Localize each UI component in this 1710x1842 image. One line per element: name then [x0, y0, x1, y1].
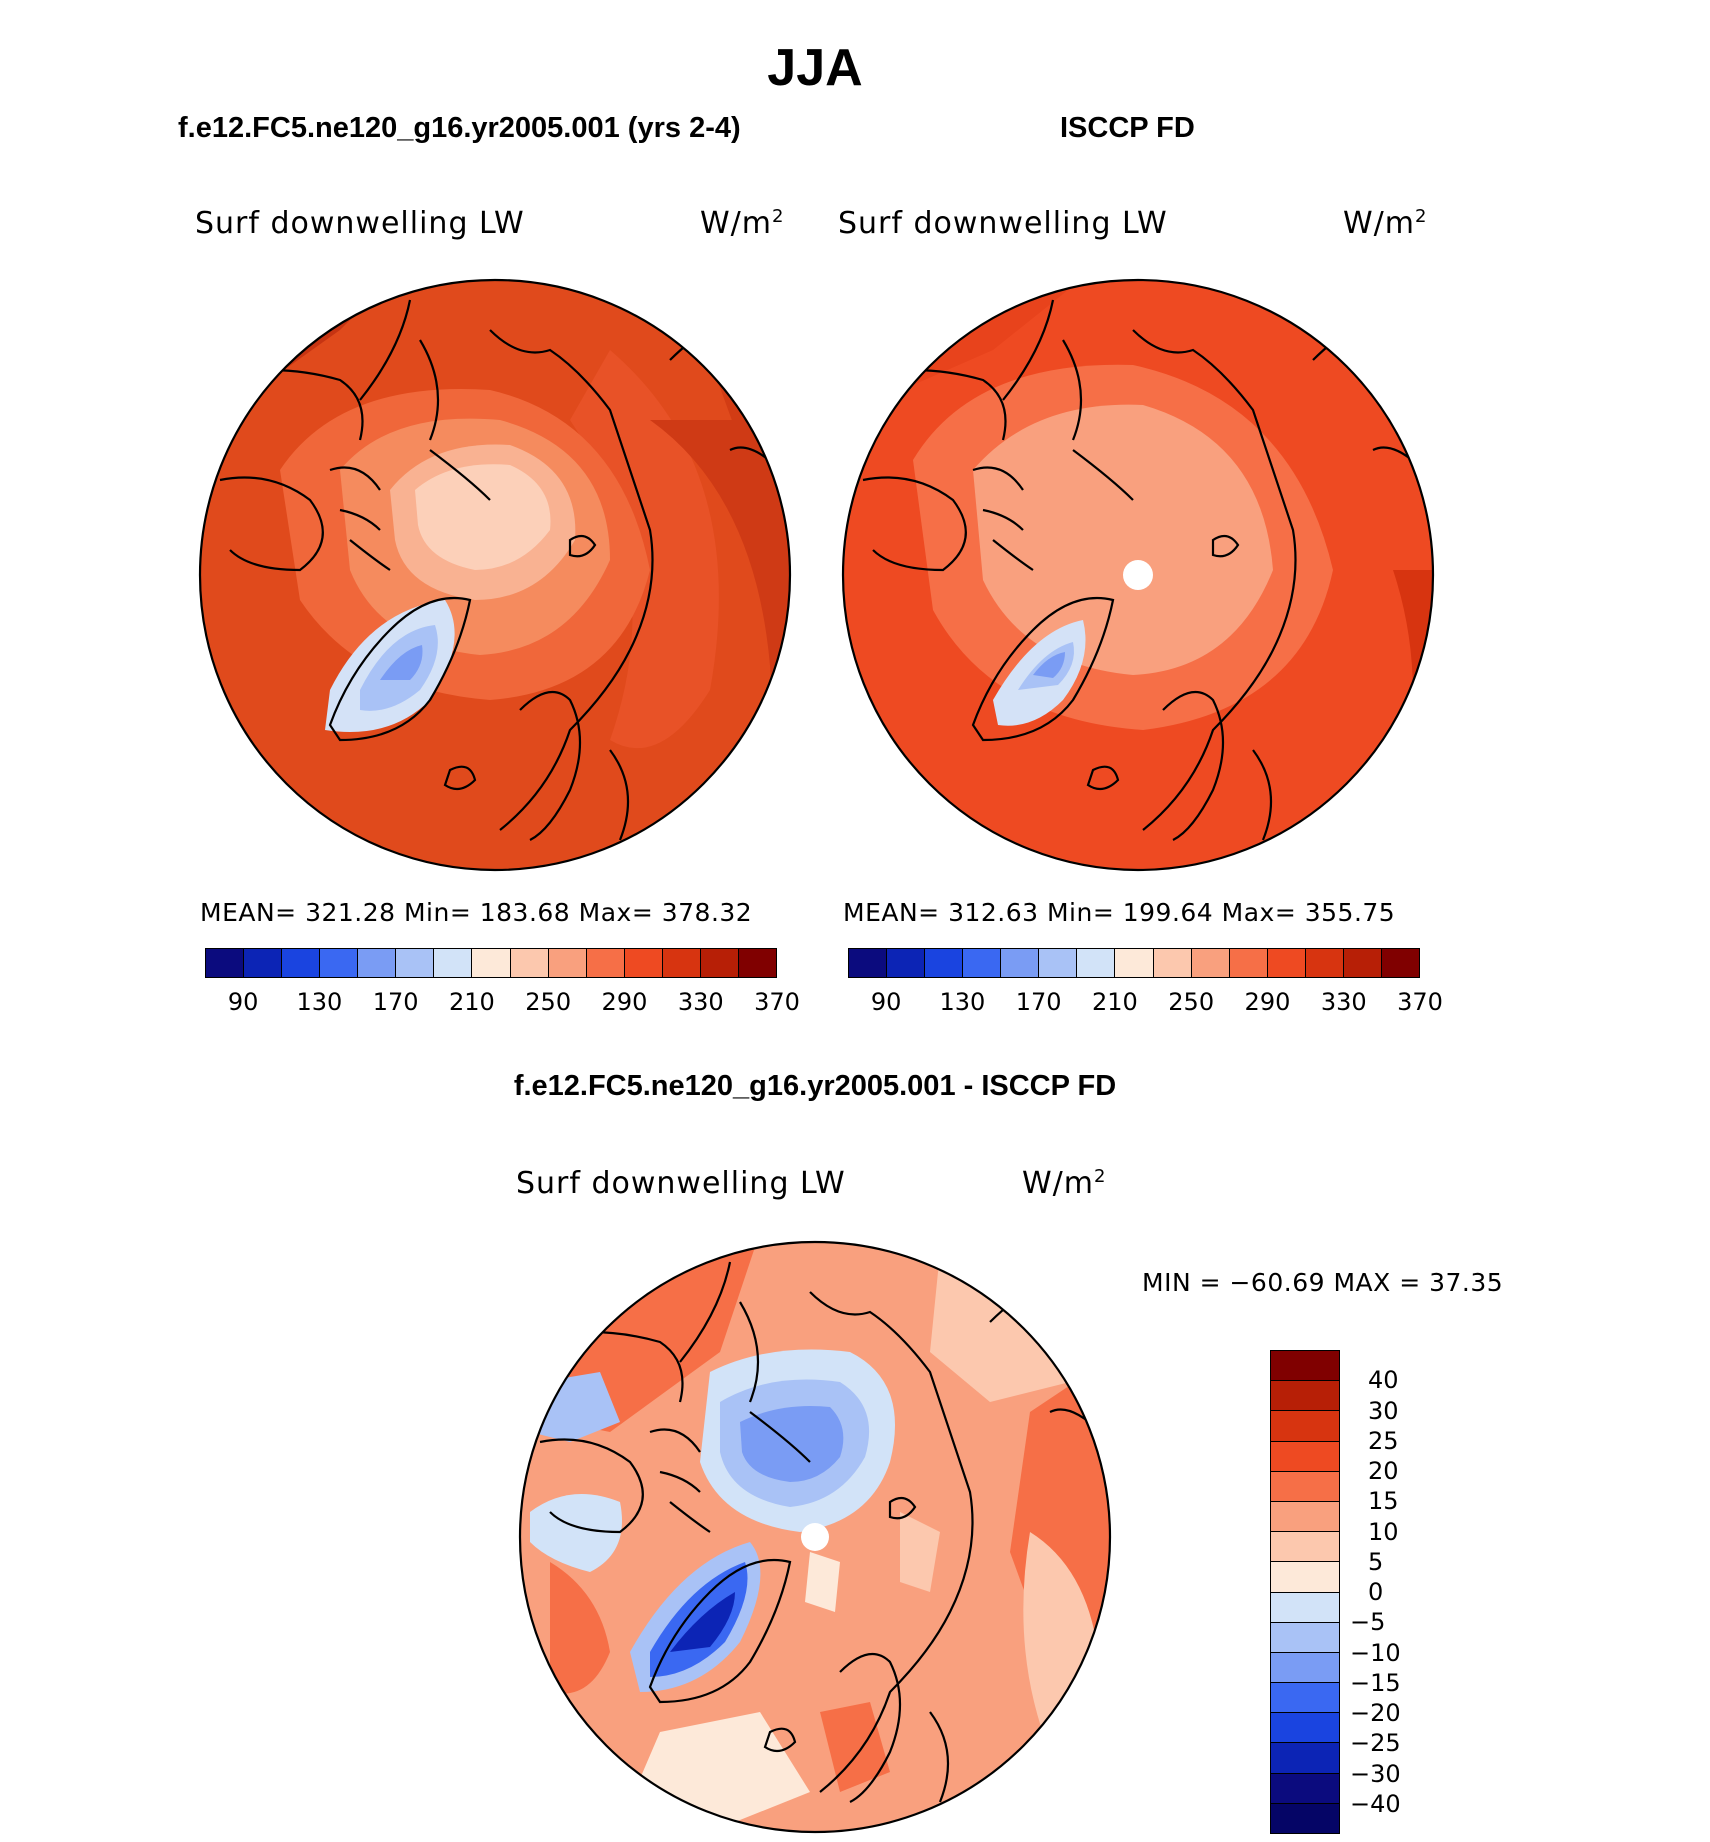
- colorbar-tick-label: 25: [1368, 1426, 1399, 1455]
- panel-1-units-label: W/m2: [700, 206, 785, 241]
- colorbar-cell: [1271, 1381, 1339, 1412]
- panel-3-stats: MIN = −60.69 MAX = 37.35: [1142, 1268, 1504, 1297]
- colorbar-cell: [434, 949, 473, 977]
- colorbar-cell: [1271, 1351, 1339, 1382]
- colorbar-cell: [1153, 949, 1192, 977]
- colorbar-tick-label: 370: [754, 988, 800, 1016]
- colorbar-tick-label: 90: [227, 988, 259, 1016]
- colorbar-cell: [738, 949, 776, 977]
- colorbar-cell: [1229, 949, 1268, 977]
- colorbar-cell: [849, 949, 888, 977]
- colorbar-tick-label: 170: [1015, 988, 1062, 1016]
- panel-3-colorbar-labels: 40 30 25 20 15 10 5 0 −5 −10 −15 −20 −25 −30 −40: [1350, 1350, 1430, 1832]
- main-title: JJA: [767, 39, 863, 97]
- panel-2-case-title: ISCCP FD: [1060, 112, 1195, 144]
- colorbar-cell: [206, 949, 245, 977]
- colorbar-cell: [1115, 949, 1154, 977]
- panel-3-units-label: W/m2: [1022, 1166, 1107, 1201]
- panel-1-case-title: f.e12.FC5.ne120_g16.yr2005.001 (yrs 2-4): [178, 112, 741, 144]
- colorbar-cell: [1381, 949, 1419, 977]
- colorbar-cell: [282, 949, 321, 977]
- colorbar-cell: [510, 949, 549, 977]
- colorbar-cell: [624, 949, 663, 977]
- panel-3-case-title: f.e12.FC5.ne120_g16.yr2005.001 - ISCCP F…: [513, 1070, 1117, 1102]
- panel-1-colorbar: [205, 948, 777, 978]
- colorbar-cell: [1305, 949, 1344, 977]
- colorbar-tick-label: 290: [601, 988, 648, 1016]
- colorbar-tick-label: −5: [1350, 1608, 1386, 1637]
- colorbar-cell: [1271, 1501, 1339, 1533]
- colorbar-tick-label: −20: [1350, 1699, 1401, 1727]
- colorbar-tick-label: −40: [1350, 1789, 1401, 1818]
- panel-1-colorbar-labels: 90 130 170 210 250 290 330 370: [205, 988, 800, 1020]
- colorbar-cell: [1343, 949, 1382, 977]
- colorbar-cell: [1271, 1532, 1339, 1563]
- colorbar-cell: [662, 949, 701, 977]
- colorbar-cell: [1271, 1592, 1339, 1623]
- colorbar-cell: [1039, 949, 1078, 977]
- panel-2-stats: MEAN= 312.63 Min= 199.64 Max= 355.75: [843, 898, 1396, 927]
- colorbar-tick-label: 15: [1368, 1487, 1399, 1516]
- colorbar-tick-label: 250: [525, 988, 572, 1016]
- colorbar-tick-label: 10: [1368, 1517, 1399, 1546]
- colorbar-tick-label: 250: [1168, 988, 1215, 1016]
- panel-1-stats: MEAN= 321.28 Min= 183.68 Max= 378.32: [200, 898, 753, 927]
- colorbar-cell: [548, 949, 587, 977]
- colorbar-cell: [1267, 949, 1306, 977]
- colorbar-tick-label: 90: [870, 988, 902, 1016]
- colorbar-tick-label: 30: [1368, 1396, 1399, 1425]
- panel-3-variable-label: Surf downwelling LW: [516, 1166, 846, 1201]
- panel-2-variable-label: Surf downwelling LW: [838, 206, 1168, 241]
- colorbar-cell: [1271, 1803, 1339, 1833]
- colorbar-cell: [472, 949, 511, 977]
- colorbar-cell: [887, 949, 926, 977]
- colorbar-cell: [1271, 1441, 1339, 1472]
- colorbar-tick-label: 170: [372, 988, 419, 1016]
- panel-3-polar-map: [518, 1240, 1112, 1834]
- colorbar-tick-label: 290: [1244, 988, 1291, 1016]
- colorbar-cell: [1271, 1562, 1339, 1593]
- colorbar-cell: [700, 949, 739, 977]
- colorbar-cell: [1271, 1652, 1339, 1684]
- colorbar-cell: [1271, 1411, 1339, 1442]
- colorbar-tick-label: 370: [1397, 988, 1443, 1016]
- colorbar-cell: [1001, 949, 1040, 977]
- colorbar-tick-label: 210: [1092, 988, 1138, 1016]
- panel-2-colorbar-labels: 90 130 170 210 250 290 330 370: [848, 988, 1443, 1020]
- colorbar-tick-label: −30: [1350, 1759, 1401, 1788]
- colorbar-cell: [1271, 1683, 1339, 1714]
- panel-2-colorbar: [848, 948, 1420, 978]
- colorbar-tick-label: −25: [1350, 1729, 1401, 1758]
- colorbar-tick-label: 130: [296, 988, 343, 1016]
- colorbar-tick-label: 5: [1368, 1547, 1384, 1576]
- panel-3-colorbar: [1270, 1350, 1340, 1834]
- colorbar-cell: [244, 949, 283, 977]
- colorbar-cell: [1271, 1471, 1339, 1502]
- colorbar-tick-label: −10: [1350, 1638, 1401, 1667]
- colorbar-cell: [963, 949, 1002, 977]
- colorbar-tick-label: 330: [677, 988, 724, 1016]
- colorbar-tick-label: 40: [1368, 1366, 1399, 1395]
- panel-2-polar-map: [841, 278, 1435, 872]
- colorbar-cell: [1271, 1773, 1339, 1804]
- colorbar-cell: [1271, 1713, 1339, 1744]
- colorbar-cell: [1271, 1743, 1339, 1774]
- colorbar-cell: [1191, 949, 1230, 977]
- colorbar-tick-label: 130: [939, 988, 986, 1016]
- colorbar-tick-label: 330: [1320, 988, 1367, 1016]
- panel-1-polar-map: [198, 278, 792, 872]
- colorbar-cell: [586, 949, 625, 977]
- colorbar-cell: [358, 949, 397, 977]
- colorbar-cell: [320, 949, 359, 977]
- colorbar-tick-label: −15: [1350, 1668, 1401, 1697]
- colorbar-cell: [396, 949, 435, 977]
- colorbar-cell: [1077, 949, 1116, 977]
- colorbar-cell: [925, 949, 964, 977]
- colorbar-tick-label: 210: [449, 988, 495, 1016]
- panel-2-units-label: W/m2: [1343, 206, 1428, 241]
- colorbar-tick-label: 0: [1368, 1578, 1384, 1606]
- colorbar-cell: [1271, 1622, 1339, 1653]
- panel-1-variable-label: Surf downwelling LW: [195, 206, 525, 241]
- colorbar-tick-label: 20: [1368, 1457, 1399, 1485]
